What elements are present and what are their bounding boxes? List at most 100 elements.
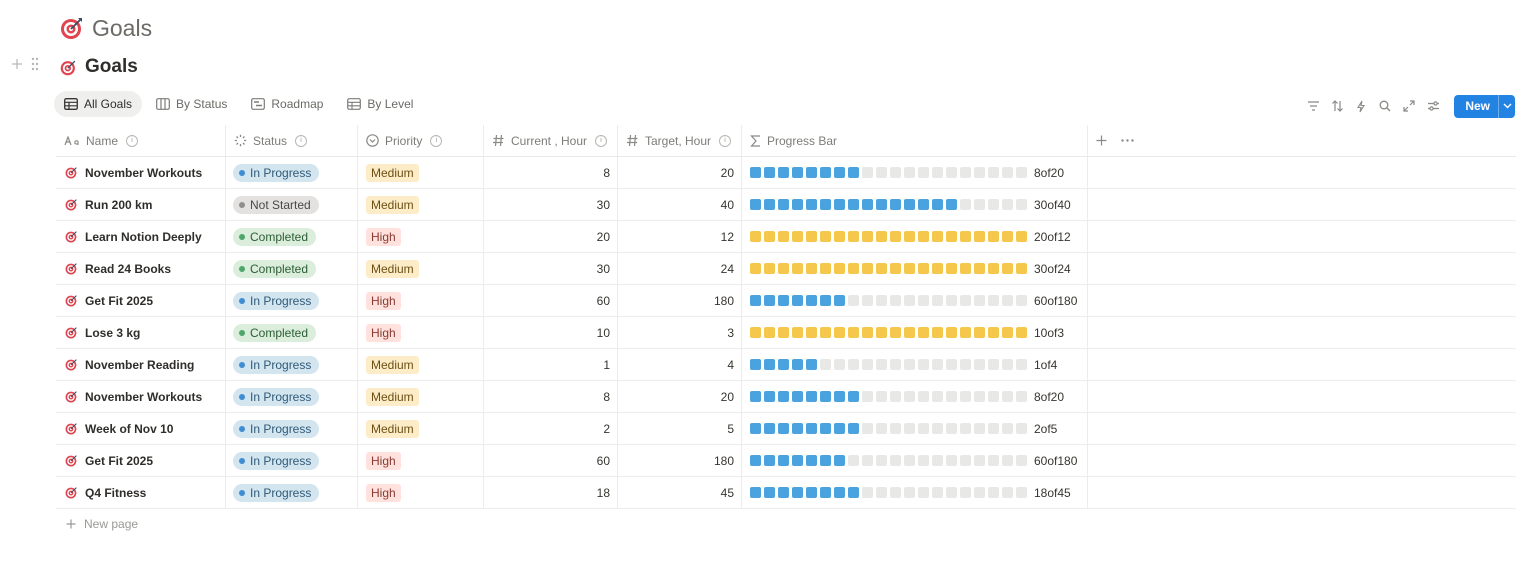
target-hour-cell[interactable]: 20: [618, 157, 742, 188]
table-row[interactable]: November Reading In Progress Medium 1 4 1of4: [56, 349, 1516, 381]
table-row[interactable]: Learn Notion Deeply Completed High 20 12 20of…: [56, 221, 1516, 253]
table-row[interactable]: Run 200 km Not Started Medium 30 40 30of40: [56, 189, 1516, 221]
status-cell[interactable]: In Progress: [226, 477, 358, 508]
database-title[interactable]: Goals: [60, 53, 138, 81]
name-cell[interactable]: November Workouts: [56, 157, 226, 188]
current-hour-cell[interactable]: 30: [484, 189, 618, 220]
new-button[interactable]: New: [1454, 94, 1515, 118]
current-hour-cell[interactable]: 8: [484, 157, 618, 188]
target-hour-cell[interactable]: 20: [618, 381, 742, 412]
name-cell[interactable]: Read 24 Books: [56, 253, 226, 284]
table-row[interactable]: Lose 3 kg Completed High 10 3 10of3: [56, 317, 1516, 349]
tab-all-goals[interactable]: All Goals: [54, 91, 143, 117]
target-hour-cell[interactable]: 24: [618, 253, 742, 284]
priority-cell[interactable]: Medium: [358, 349, 484, 380]
add-property-icon[interactable]: [1096, 135, 1107, 146]
target-icon: [65, 423, 77, 435]
name-cell[interactable]: November Workouts: [56, 381, 226, 412]
status-cell[interactable]: Completed: [226, 317, 358, 348]
target-hour-cell[interactable]: 5: [618, 413, 742, 444]
target-hour-cell[interactable]: 3: [618, 317, 742, 348]
drag-handle-icon[interactable]: [31, 57, 39, 71]
current-hour-cell[interactable]: 1: [484, 349, 618, 380]
name-cell[interactable]: Get Fit 2025: [56, 445, 226, 476]
info-icon[interactable]: i: [430, 134, 443, 147]
progress-square-empty: [1002, 455, 1013, 466]
filter-icon[interactable]: [1304, 97, 1322, 115]
target-hour-cell[interactable]: 45: [618, 477, 742, 508]
status-cell[interactable]: In Progress: [226, 349, 358, 380]
info-icon[interactable]: i: [126, 134, 139, 147]
priority-cell[interactable]: Medium: [358, 413, 484, 444]
tab-by-status[interactable]: By Status: [146, 91, 237, 117]
name-cell[interactable]: Week of Nov 10: [56, 413, 226, 444]
column-header-priority[interactable]: Priority i: [358, 125, 484, 156]
priority-cell[interactable]: High: [358, 285, 484, 316]
target-hour-cell[interactable]: 12: [618, 221, 742, 252]
current-hour-cell[interactable]: 30: [484, 253, 618, 284]
info-icon[interactable]: i: [719, 134, 732, 147]
name-cell[interactable]: Lose 3 kg: [56, 317, 226, 348]
status-cell[interactable]: Not Started: [226, 189, 358, 220]
priority-cell[interactable]: High: [358, 477, 484, 508]
current-hour-cell[interactable]: 18: [484, 477, 618, 508]
current-hour-cell[interactable]: 10: [484, 317, 618, 348]
progress-square-empty: [862, 167, 873, 178]
more-options-icon[interactable]: [1121, 139, 1134, 142]
target-hour-cell[interactable]: 40: [618, 189, 742, 220]
settings-icon[interactable]: [1424, 97, 1442, 115]
search-icon[interactable]: [1376, 97, 1394, 115]
column-header-name[interactable]: Name i: [56, 125, 226, 156]
name-cell[interactable]: Get Fit 2025: [56, 285, 226, 316]
automation-icon[interactable]: [1352, 97, 1370, 115]
priority-cell[interactable]: Medium: [358, 189, 484, 220]
progress-square-empty: [960, 359, 971, 370]
table-row[interactable]: Q4 Fitness In Progress High 18 45 18of45: [56, 477, 1516, 509]
table-row[interactable]: November Workouts In Progress Medium 8 20 8of…: [56, 381, 1516, 413]
add-block-icon[interactable]: [11, 58, 23, 70]
new-page-button[interactable]: New page: [56, 509, 1516, 539]
name-cell[interactable]: November Reading: [56, 349, 226, 380]
target-hour-cell[interactable]: 4: [618, 349, 742, 380]
name-cell[interactable]: Run 200 km: [56, 189, 226, 220]
chevron-down-icon[interactable]: [1498, 94, 1515, 118]
column-header-target-hour[interactable]: Target, Hour i: [618, 125, 742, 156]
status-cell[interactable]: In Progress: [226, 157, 358, 188]
status-cell[interactable]: Completed: [226, 253, 358, 284]
status-cell[interactable]: In Progress: [226, 381, 358, 412]
status-cell[interactable]: Completed: [226, 221, 358, 252]
status-cell[interactable]: In Progress: [226, 445, 358, 476]
current-hour-cell[interactable]: 8: [484, 381, 618, 412]
table-row[interactable]: Get Fit 2025 In Progress High 60 180 60of180: [56, 285, 1516, 317]
tab-by-level[interactable]: By Level: [337, 91, 423, 117]
current-hour-cell[interactable]: 60: [484, 285, 618, 316]
table-row[interactable]: Get Fit 2025 In Progress High 60 180 60of180: [56, 445, 1516, 477]
sort-icon[interactable]: [1328, 97, 1346, 115]
priority-cell[interactable]: High: [358, 221, 484, 252]
table-row[interactable]: November Workouts In Progress Medium 8 20 8of…: [56, 157, 1516, 189]
target-hour-cell[interactable]: 180: [618, 285, 742, 316]
column-header-progress-bar[interactable]: Progress Bar: [742, 125, 1088, 156]
priority-cell[interactable]: Medium: [358, 157, 484, 188]
tab-roadmap[interactable]: Roadmap: [241, 91, 333, 117]
info-icon[interactable]: i: [295, 134, 308, 147]
name-cell[interactable]: Q4 Fitness: [56, 477, 226, 508]
table-row[interactable]: Week of Nov 10 In Progress Medium 2 5 2of5: [56, 413, 1516, 445]
current-hour-cell[interactable]: 60: [484, 445, 618, 476]
current-hour-cell[interactable]: 20: [484, 221, 618, 252]
info-icon[interactable]: i: [595, 134, 608, 147]
expand-icon[interactable]: [1400, 97, 1418, 115]
column-header-current-hour[interactable]: Current , Hour i: [484, 125, 618, 156]
status-cell[interactable]: In Progress: [226, 285, 358, 316]
table-row[interactable]: Read 24 Books Completed Medium 30 24 30of24: [56, 253, 1516, 285]
name-cell[interactable]: Learn Notion Deeply: [56, 221, 226, 252]
status-cell[interactable]: In Progress: [226, 413, 358, 444]
current-hour-cell[interactable]: 2: [484, 413, 618, 444]
priority-cell[interactable]: High: [358, 445, 484, 476]
priority-cell[interactable]: Medium: [358, 253, 484, 284]
priority-cell[interactable]: High: [358, 317, 484, 348]
target-hour-cell[interactable]: 180: [618, 445, 742, 476]
column-header-status[interactable]: Status i: [226, 125, 358, 156]
priority-cell[interactable]: Medium: [358, 381, 484, 412]
progress-square-empty: [974, 199, 985, 210]
